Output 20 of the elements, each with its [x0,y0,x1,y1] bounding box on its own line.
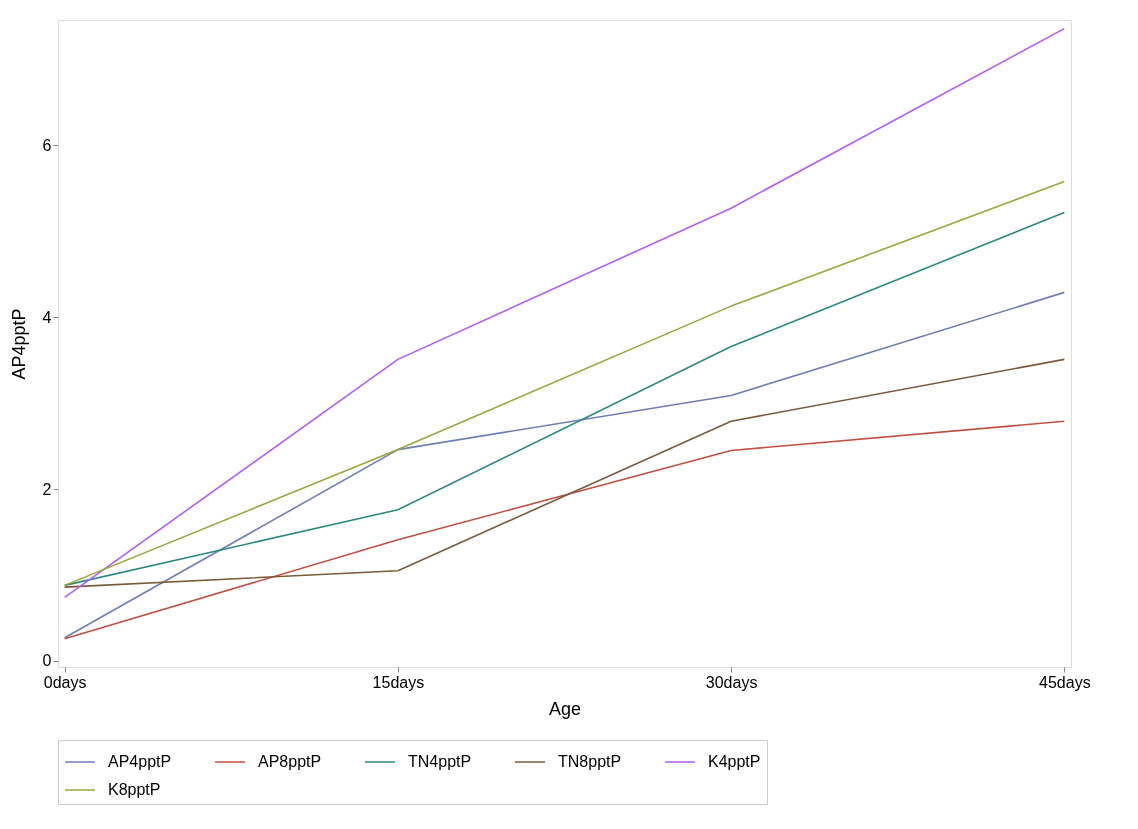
x-tick-label: 0days [43,673,87,691]
legend-label: K8pptP [108,781,161,798]
line-series [63,420,1066,640]
y-tick-label: 2 [42,480,52,498]
x-axis-title: Age [548,698,582,719]
legend-label: AP8pptP [258,753,322,770]
legend-label: TN8pptP [558,753,622,770]
legend-label: AP4pptP [108,753,172,770]
line-series [63,358,1066,588]
x-tick-label: 15days [372,673,425,691]
legend-label: K4pptP [708,753,761,770]
line-series [63,27,1066,599]
y-axis-title: AP4pptP [8,308,29,380]
y-tick-label: 6 [42,136,52,154]
legend-label: TN4pptP [408,753,472,770]
y-tick-label: 4 [42,308,52,326]
line-series [63,291,1066,639]
x-tick-label: 30days [705,673,758,691]
y-tick-label: 0 [42,652,52,670]
x-tick-label: 45days [1039,673,1091,691]
